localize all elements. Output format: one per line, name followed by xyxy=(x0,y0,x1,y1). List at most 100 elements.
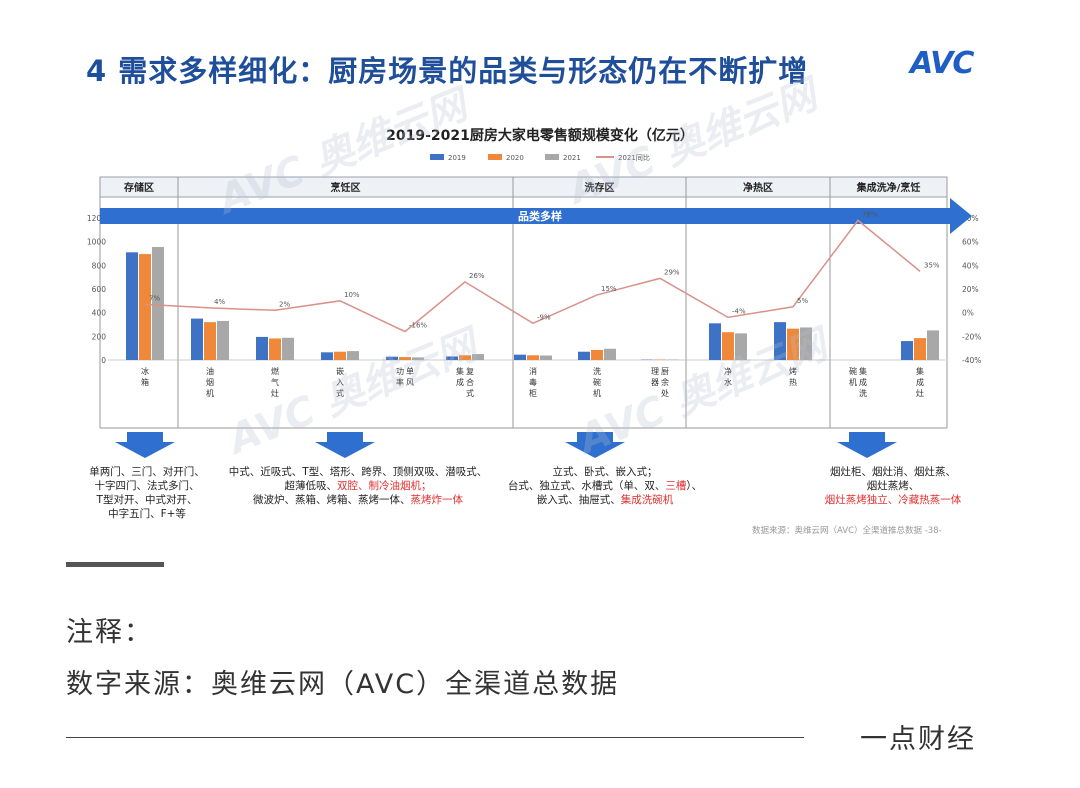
zone-label: 存储区 xyxy=(124,181,154,194)
washing-description: 立式、卧式、嵌入式； 台式、独立式、水槽式（单、双、三槽）、 嵌入式、抽屉式、集… xyxy=(500,465,710,507)
y2-tick-label: -20% xyxy=(962,332,981,341)
integrated-desc-line1: 烟灶柜、烟灶消、烟灶蒸、 xyxy=(830,466,956,478)
y-tick-label: 800 xyxy=(92,261,107,270)
legend-swatch xyxy=(545,154,559,160)
category-label: 消 xyxy=(529,366,537,376)
yoy-label: 26% xyxy=(469,272,485,280)
yoy-label: 4% xyxy=(214,298,225,306)
category-label: 式 xyxy=(466,388,474,398)
yoy-label: 35% xyxy=(924,261,940,269)
washing-desc-paren: ）、 xyxy=(686,480,703,492)
bar xyxy=(722,332,734,360)
category-label: 净 xyxy=(724,366,732,376)
zone-label: 烹饪区 xyxy=(331,181,361,194)
category-label: 厨 xyxy=(661,367,669,376)
category-label: 处 xyxy=(661,388,669,398)
yoy-label: -16% xyxy=(409,322,427,330)
category-label: 集 xyxy=(916,366,924,376)
bar xyxy=(256,336,268,360)
integrated-description: 烟灶柜、烟灶消、烟灶蒸、 烟灶蒸烤、 烟灶蒸烤独立、冷藏热蒸一体 xyxy=(808,465,978,507)
yoy-label: 5% xyxy=(797,297,808,305)
category-arrow xyxy=(100,198,972,234)
yoy-label: 78% xyxy=(862,210,878,218)
category-label: 集 xyxy=(456,366,464,376)
bar xyxy=(386,356,398,360)
note-text: 数字来源：奥维云网（AVC）全渠道总数据 xyxy=(66,669,620,700)
bar xyxy=(321,352,333,360)
category-label: 入 xyxy=(336,378,344,387)
category-label: 复 xyxy=(466,366,474,376)
y2-tick-label: 40% xyxy=(962,261,979,270)
yoy-label: 29% xyxy=(664,268,680,276)
category-label: 柜 xyxy=(529,388,537,398)
category-label: 机 xyxy=(593,388,601,398)
category-label: 器 xyxy=(651,378,659,387)
y2-tick-label: 60% xyxy=(962,238,979,247)
category-label: 集 xyxy=(859,366,867,376)
bar xyxy=(126,252,138,360)
bar xyxy=(269,338,281,360)
bar xyxy=(604,348,616,360)
bar xyxy=(472,354,484,360)
section-divider xyxy=(66,562,164,567)
washing-desc-line2: 台式、独立式、水槽式（单、双、 xyxy=(507,480,666,492)
washing-desc-line1: 立式、卧式、嵌入式； xyxy=(552,466,658,478)
category-label: 成 xyxy=(916,377,924,387)
chart-title: 2019-2021厨房大家电零售额规模变化（亿元） xyxy=(386,128,694,144)
bar xyxy=(540,355,552,360)
down-arrow xyxy=(837,432,897,458)
down-arrow xyxy=(565,432,625,458)
bar xyxy=(914,338,926,360)
zone-label: 洗存区 xyxy=(585,181,615,194)
category-label: 功 xyxy=(396,366,404,376)
category-label: 成 xyxy=(859,377,867,387)
y-tick-label: 600 xyxy=(92,285,107,294)
bar xyxy=(800,327,812,360)
category-label: 箱 xyxy=(141,377,149,387)
category-label: 热 xyxy=(789,377,797,387)
category-label: 合 xyxy=(466,377,474,387)
category-label: 毒 xyxy=(529,377,537,387)
category-label: 洗 xyxy=(859,388,867,398)
category-label: 气 xyxy=(271,377,279,387)
slide-title: 4 需求多样细化：厨房场景的品类与形态仍在不断扩增 xyxy=(86,54,809,88)
bar xyxy=(347,351,359,360)
integrated-desc-line2: 烟灶蒸烤、 xyxy=(866,480,920,492)
integrated-desc-red: 烟灶蒸烤独立、冷藏热蒸一体 xyxy=(824,494,962,506)
legend-label: 2021同比 xyxy=(618,153,650,162)
legend-label: 2019 xyxy=(448,154,466,162)
category-label: 燃 xyxy=(271,366,279,376)
y-tick-label: 400 xyxy=(92,309,107,318)
cooking-desc-red1: 双腔、制冷油烟机； xyxy=(337,480,432,492)
yoy-label: 15% xyxy=(601,285,617,293)
cooking-description: 中式、近吸式、T型、塔形、跨界、顶侧双吸、潜吸式、 超薄低吸、双腔、制冷油烟机；… xyxy=(222,465,494,507)
bar xyxy=(901,341,913,360)
brand-name: 一点财经 xyxy=(860,724,976,755)
y2-tick-label: 0% xyxy=(962,309,974,318)
category-label: 嵌 xyxy=(336,367,344,376)
bar xyxy=(787,328,799,360)
category-label: 机 xyxy=(206,388,214,398)
category-label: 余 xyxy=(661,377,669,387)
yoy-label: 10% xyxy=(344,291,360,299)
yoy-label: 2% xyxy=(279,300,290,308)
category-label: 冰 xyxy=(141,366,149,376)
y-tick-label: 1000 xyxy=(87,238,106,247)
category-label: 油 xyxy=(206,366,214,376)
category-label: 灶 xyxy=(271,388,279,398)
bar xyxy=(217,320,229,360)
bar xyxy=(152,246,164,360)
y-tick-label: 1200 xyxy=(87,214,106,223)
bar xyxy=(139,254,151,360)
cooking-desc-line2a: 超薄低吸、 xyxy=(284,480,338,492)
category-label: 成 xyxy=(456,377,464,387)
zone-label: 集成洗净/烹饪 xyxy=(856,181,921,194)
category-label: 烤 xyxy=(789,366,797,376)
washing-desc-red2: 集成洗碗机 xyxy=(620,494,674,506)
bar xyxy=(334,351,346,360)
y2-tick-label: -40% xyxy=(962,356,981,365)
washing-desc-line3: 嵌入式、抽屉式、 xyxy=(536,494,621,506)
bar xyxy=(527,355,539,360)
category-label: 碗 xyxy=(593,377,601,387)
bar xyxy=(459,355,471,360)
